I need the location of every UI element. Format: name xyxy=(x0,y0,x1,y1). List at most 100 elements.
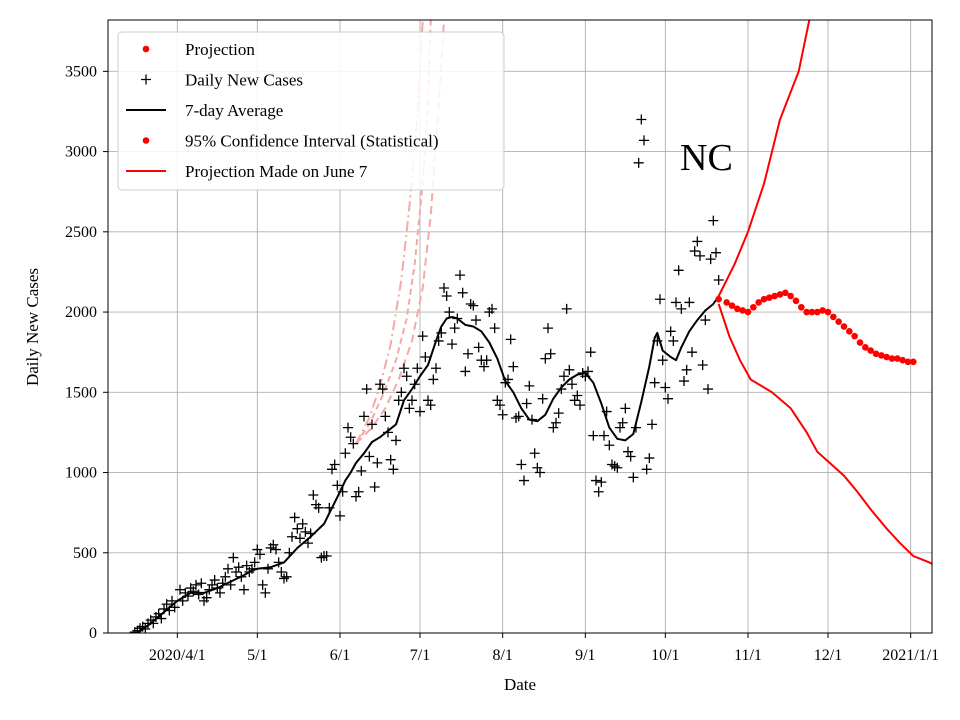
daily-case-point xyxy=(380,411,391,422)
daily-case-point xyxy=(276,567,287,578)
daily-case-point xyxy=(593,486,604,497)
daily-case-point xyxy=(223,563,233,574)
daily-case-point xyxy=(572,390,583,401)
daily-case-point xyxy=(161,599,172,610)
projection-point xyxy=(824,308,832,316)
daily-case-point xyxy=(617,417,628,428)
daily-case-point xyxy=(239,584,249,595)
projection-point xyxy=(723,299,730,306)
daily-case-point xyxy=(353,486,364,497)
daily-case-point xyxy=(215,587,225,598)
daily-case-point xyxy=(551,417,561,428)
projection-point xyxy=(808,308,816,316)
series-layer xyxy=(129,20,932,633)
legend-marker-dot xyxy=(142,137,150,144)
legend-marker-plus xyxy=(141,74,151,85)
daily-case-point xyxy=(545,348,556,359)
daily-case-point xyxy=(596,477,607,488)
daily-case-point xyxy=(639,135,649,146)
daily-case-point xyxy=(492,395,503,406)
projection-point xyxy=(734,305,741,313)
daily-case-point xyxy=(407,395,417,406)
daily-case-point xyxy=(703,384,713,395)
daily-case-point xyxy=(695,250,705,261)
daily-case-point xyxy=(428,374,439,385)
daily-case-point xyxy=(609,461,620,472)
daily-case-point xyxy=(561,303,572,314)
daily-case-point xyxy=(588,430,599,441)
daily-case-point xyxy=(681,364,692,375)
daily-case-point xyxy=(567,379,577,390)
projection-point xyxy=(715,295,722,303)
projection-point xyxy=(755,299,762,306)
daily-case-point xyxy=(641,464,652,475)
daily-case-point xyxy=(599,430,609,441)
daily-case-point xyxy=(241,560,252,571)
x-tick-label: 12/1 xyxy=(814,647,842,664)
daily-case-point xyxy=(367,419,377,430)
daily-case-point xyxy=(252,544,263,555)
daily-case-point xyxy=(647,419,657,430)
daily-case-point xyxy=(529,448,540,459)
projection-point xyxy=(819,307,826,314)
daily-case-point xyxy=(489,323,500,334)
daily-case-point xyxy=(687,347,697,358)
projection-point xyxy=(872,350,880,358)
projection-point xyxy=(888,355,896,362)
y-tick-label: 1500 xyxy=(65,384,97,401)
daily-case-point xyxy=(356,465,367,476)
daily-case-point xyxy=(447,339,457,350)
daily-case-point xyxy=(295,533,305,544)
daily-case-point xyxy=(359,411,369,422)
x-tick-label: 9/1 xyxy=(575,647,595,664)
projection-point xyxy=(803,308,810,316)
daily-case-point xyxy=(329,459,340,470)
projection-point xyxy=(899,356,906,364)
daily-case-point xyxy=(281,571,292,582)
daily-case-point xyxy=(548,422,559,433)
daily-case-point xyxy=(377,384,388,395)
daily-case-point xyxy=(327,464,337,475)
daily-case-point xyxy=(343,422,353,433)
daily-case-point xyxy=(220,571,231,582)
projection-point xyxy=(883,353,890,361)
daily-case-point xyxy=(508,361,519,372)
projection-point xyxy=(846,328,853,335)
y-axis-label: Daily New Cases xyxy=(23,268,42,386)
y-tick-label: 2000 xyxy=(65,304,97,321)
daily-case-point xyxy=(385,454,396,465)
daily-case-point xyxy=(268,539,279,550)
projection-point xyxy=(867,347,874,354)
ci-upper-line xyxy=(717,20,811,297)
projection-point xyxy=(856,339,864,346)
daily-case-point xyxy=(196,578,207,589)
legend-marker-dot xyxy=(142,45,150,53)
x-tick-label: 10/1 xyxy=(651,647,679,664)
daily-case-point xyxy=(705,254,716,265)
daily-case-point xyxy=(308,489,319,500)
projection-point xyxy=(771,292,778,300)
daily-case-point xyxy=(521,398,532,409)
daily-case-point xyxy=(369,481,380,492)
x-tick-label: 2020/4/1 xyxy=(149,647,206,664)
projection-point xyxy=(894,355,901,362)
daily-case-point xyxy=(345,432,356,443)
daily-case-point xyxy=(423,395,433,406)
daily-case-point xyxy=(420,351,431,362)
daily-case-point xyxy=(332,480,343,491)
daily-case-point xyxy=(255,549,265,560)
daily-case-point xyxy=(465,299,476,310)
daily-case-point xyxy=(351,491,361,502)
daily-case-point xyxy=(201,592,212,603)
x-tick-label: 7/1 xyxy=(410,647,430,664)
daily-case-point xyxy=(543,323,553,334)
daily-case-point xyxy=(700,315,711,326)
daily-case-point xyxy=(457,287,468,298)
daily-case-point xyxy=(348,438,359,449)
legend-label: Projection xyxy=(185,40,255,59)
axis-ticks: 2020/4/1 5/1 6/1 7/1 8/1 9/1 10/1 11/1 12/1 2021/… xyxy=(65,63,939,664)
daily-case-point xyxy=(231,567,241,578)
daily-case-point xyxy=(585,347,596,358)
projection-point xyxy=(830,313,837,321)
